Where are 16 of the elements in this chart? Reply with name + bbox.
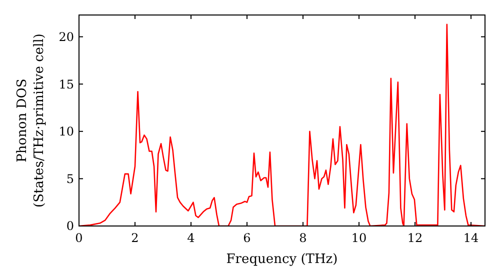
y-tick-label: 5 <box>66 172 74 186</box>
x-tick-label: 4 <box>187 231 196 245</box>
x-tick-label: 6 <box>243 231 251 245</box>
x-tick-label: 8 <box>299 231 307 245</box>
line-series <box>79 24 485 226</box>
y-axis-title: Phonon DOS (States/THz·primitive cell) <box>15 33 47 208</box>
y-tick-label: 10 <box>58 124 74 139</box>
y-tick-label: 15 <box>58 77 74 92</box>
x-tick-label: 10 <box>351 231 367 245</box>
y-tick-label: 20 <box>58 30 74 44</box>
x-axis-title: Frequency (THz) <box>226 252 338 267</box>
y-tick-label: 0 <box>66 219 74 234</box>
x-tick-label: 12 <box>407 231 423 245</box>
x-tick-label: 14 <box>463 231 479 245</box>
x-tick-label: 0 <box>75 231 83 245</box>
x-tick-label: 2 <box>131 231 139 245</box>
